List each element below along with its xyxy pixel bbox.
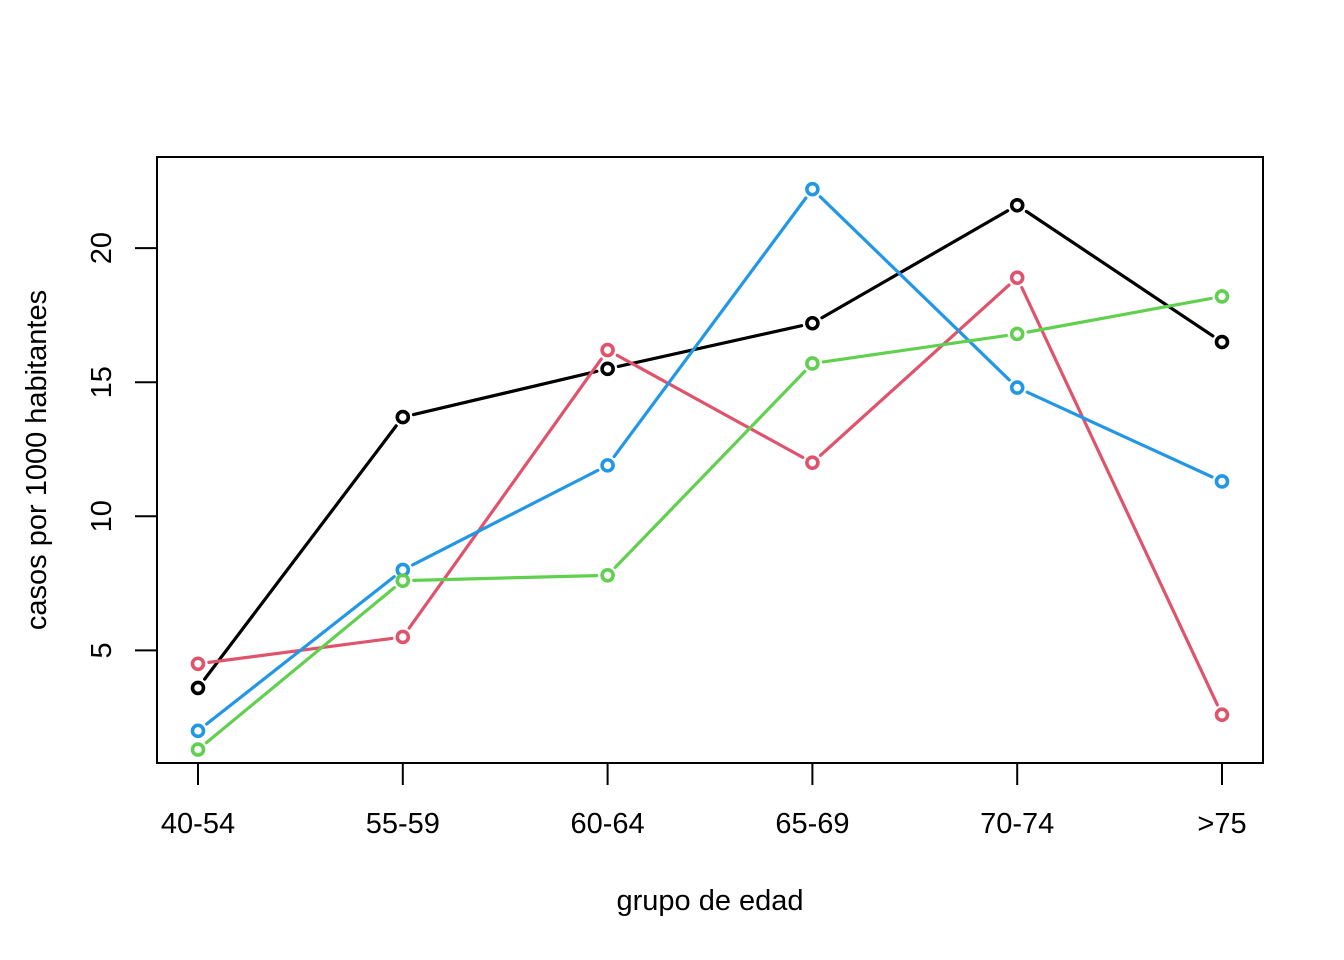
series-2-segment bbox=[407, 357, 603, 630]
x-tick-label: 65-69 bbox=[775, 808, 849, 840]
plot-box bbox=[156, 156, 1264, 764]
x-tick-label: 70-74 bbox=[980, 808, 1054, 840]
series-3-point bbox=[1009, 380, 1025, 395]
series-2-point bbox=[395, 629, 411, 645]
series-1-segment bbox=[820, 209, 1010, 320]
series-4-segment bbox=[821, 333, 1008, 364]
series-3-point bbox=[1214, 474, 1230, 489]
series-3-segment bbox=[1025, 390, 1214, 479]
series-1-point bbox=[805, 315, 820, 331]
series-2 bbox=[190, 270, 1230, 723]
series-1 bbox=[190, 197, 1230, 696]
series-1-point bbox=[395, 409, 411, 425]
series-1-point bbox=[1214, 334, 1230, 350]
x-axis: 40-54 55-59 60-64 65-69 70-74 >75 bbox=[161, 762, 1247, 840]
y-tick-label: 10 bbox=[86, 500, 118, 532]
series-4-point bbox=[600, 568, 615, 583]
series-4-segment bbox=[204, 586, 396, 745]
series-4-segment bbox=[1026, 296, 1213, 334]
series-1-segment bbox=[616, 324, 804, 369]
x-tick-label: 40-54 bbox=[161, 808, 235, 840]
series-4-segment bbox=[412, 573, 599, 582]
series-2-segment bbox=[1020, 286, 1219, 707]
series-2-segment bbox=[615, 353, 805, 459]
series-1-point bbox=[190, 680, 206, 696]
y-axis: 5 10 15 20 bbox=[86, 232, 158, 658]
series-3-point bbox=[190, 723, 206, 739]
series-3-point bbox=[600, 458, 615, 473]
series-4-point bbox=[805, 356, 820, 371]
series-2-segment bbox=[818, 283, 1011, 457]
series-1-point bbox=[600, 361, 615, 377]
x-axis-title: grupo de edad bbox=[616, 885, 803, 917]
series-3-point bbox=[805, 181, 820, 197]
series-4-point bbox=[190, 742, 206, 757]
x-tick-label: 55-59 bbox=[366, 808, 440, 840]
x-tick-label: 60-64 bbox=[571, 808, 645, 840]
series-2-point bbox=[805, 455, 820, 470]
series-1-segment bbox=[203, 424, 398, 681]
series-1-segment bbox=[411, 369, 599, 417]
y-tick-label: 20 bbox=[86, 232, 118, 264]
series-3-segment bbox=[612, 196, 808, 459]
series-3 bbox=[190, 181, 1230, 739]
series-4-segment bbox=[613, 369, 807, 569]
series-2-point bbox=[190, 656, 206, 672]
series-4-point bbox=[1214, 289, 1230, 304]
series-2-point bbox=[1009, 270, 1025, 285]
series-3-segment bbox=[410, 468, 600, 567]
series-3-segment bbox=[205, 575, 396, 726]
series-3-segment bbox=[818, 195, 1011, 382]
x-tick-label: >75 bbox=[1197, 808, 1246, 840]
series-2-point bbox=[600, 342, 615, 358]
series-4-point bbox=[1009, 326, 1025, 342]
y-tick-label: 5 bbox=[86, 642, 118, 658]
series-1-point bbox=[1009, 197, 1025, 213]
y-axis-title: casos por 1000 habitantes bbox=[21, 290, 53, 630]
series-4-point bbox=[395, 573, 411, 588]
series-2-point bbox=[1214, 707, 1230, 723]
series-4 bbox=[190, 289, 1230, 757]
series-1-segment bbox=[1024, 209, 1215, 338]
y-tick-label: 15 bbox=[86, 366, 118, 398]
series-layer bbox=[190, 181, 1230, 757]
